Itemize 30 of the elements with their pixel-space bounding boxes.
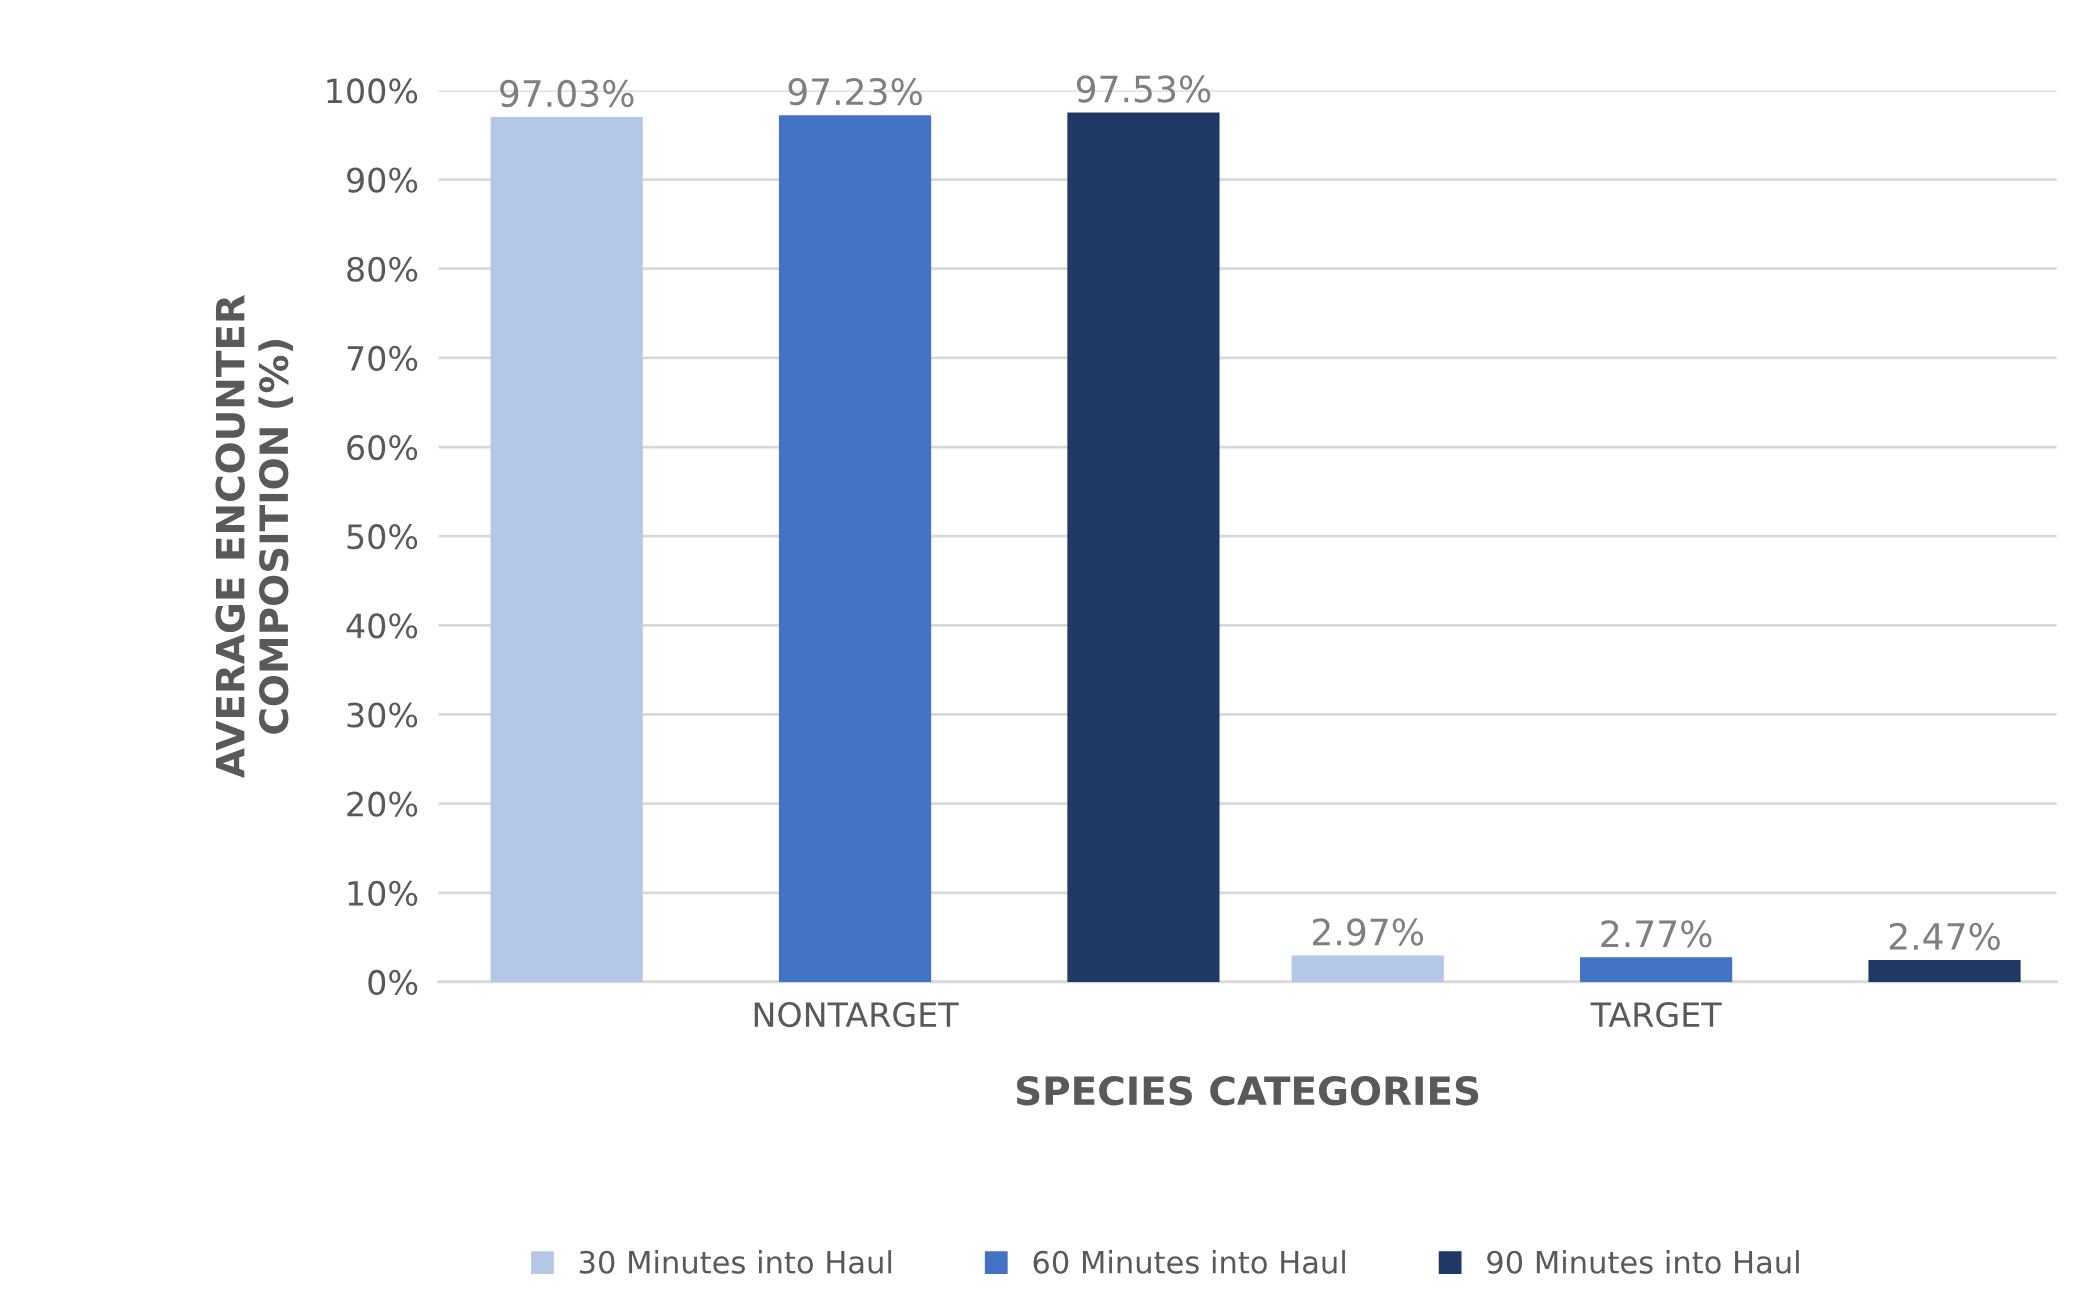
data-label: 97.03% xyxy=(500,79,634,108)
bar xyxy=(1067,112,1220,982)
y-tick-label: 30% xyxy=(347,702,418,728)
data-label: 2.47% xyxy=(1889,922,2000,951)
y-tick-label: 80% xyxy=(347,256,418,282)
legend-label: 60 Minutes into Haul xyxy=(1033,1250,1345,1274)
y-tick-label: 60% xyxy=(347,434,418,461)
y-tick-label: 100% xyxy=(327,78,418,104)
x-axis-title: SPECIES CATEGORIES xyxy=(1016,1075,1479,1106)
legend-label: 30 Minutes into Haul xyxy=(579,1250,892,1274)
y-tick-label: 50% xyxy=(347,524,418,550)
y-axis-title: AVERAGE ENCOUNTER COMPOSITION (%) xyxy=(215,294,293,779)
bar xyxy=(490,116,643,982)
y-tick-label: 0% xyxy=(368,969,418,996)
data-label: 2.97% xyxy=(1313,918,1424,946)
y-tick-label: 90% xyxy=(347,167,418,193)
x-tick-label: NONTARGET xyxy=(754,1001,959,1028)
y-tick-label: 40% xyxy=(346,613,418,639)
data-label: 97.53% xyxy=(1076,75,1211,103)
bar xyxy=(1291,955,1444,982)
y-tick-label: 10% xyxy=(348,880,418,906)
x-tick-label: TARGET xyxy=(1590,1001,1722,1028)
legend-label: 90 Minutes into Haul xyxy=(1487,1250,1799,1274)
data-label: 2.77% xyxy=(1601,920,1712,948)
bar xyxy=(1580,957,1733,982)
data-label: 97.23% xyxy=(788,78,922,106)
y-tick-label: 20% xyxy=(347,791,418,817)
bar xyxy=(778,115,932,982)
bar xyxy=(1868,959,2021,982)
y-tick-label: 70% xyxy=(347,345,418,372)
